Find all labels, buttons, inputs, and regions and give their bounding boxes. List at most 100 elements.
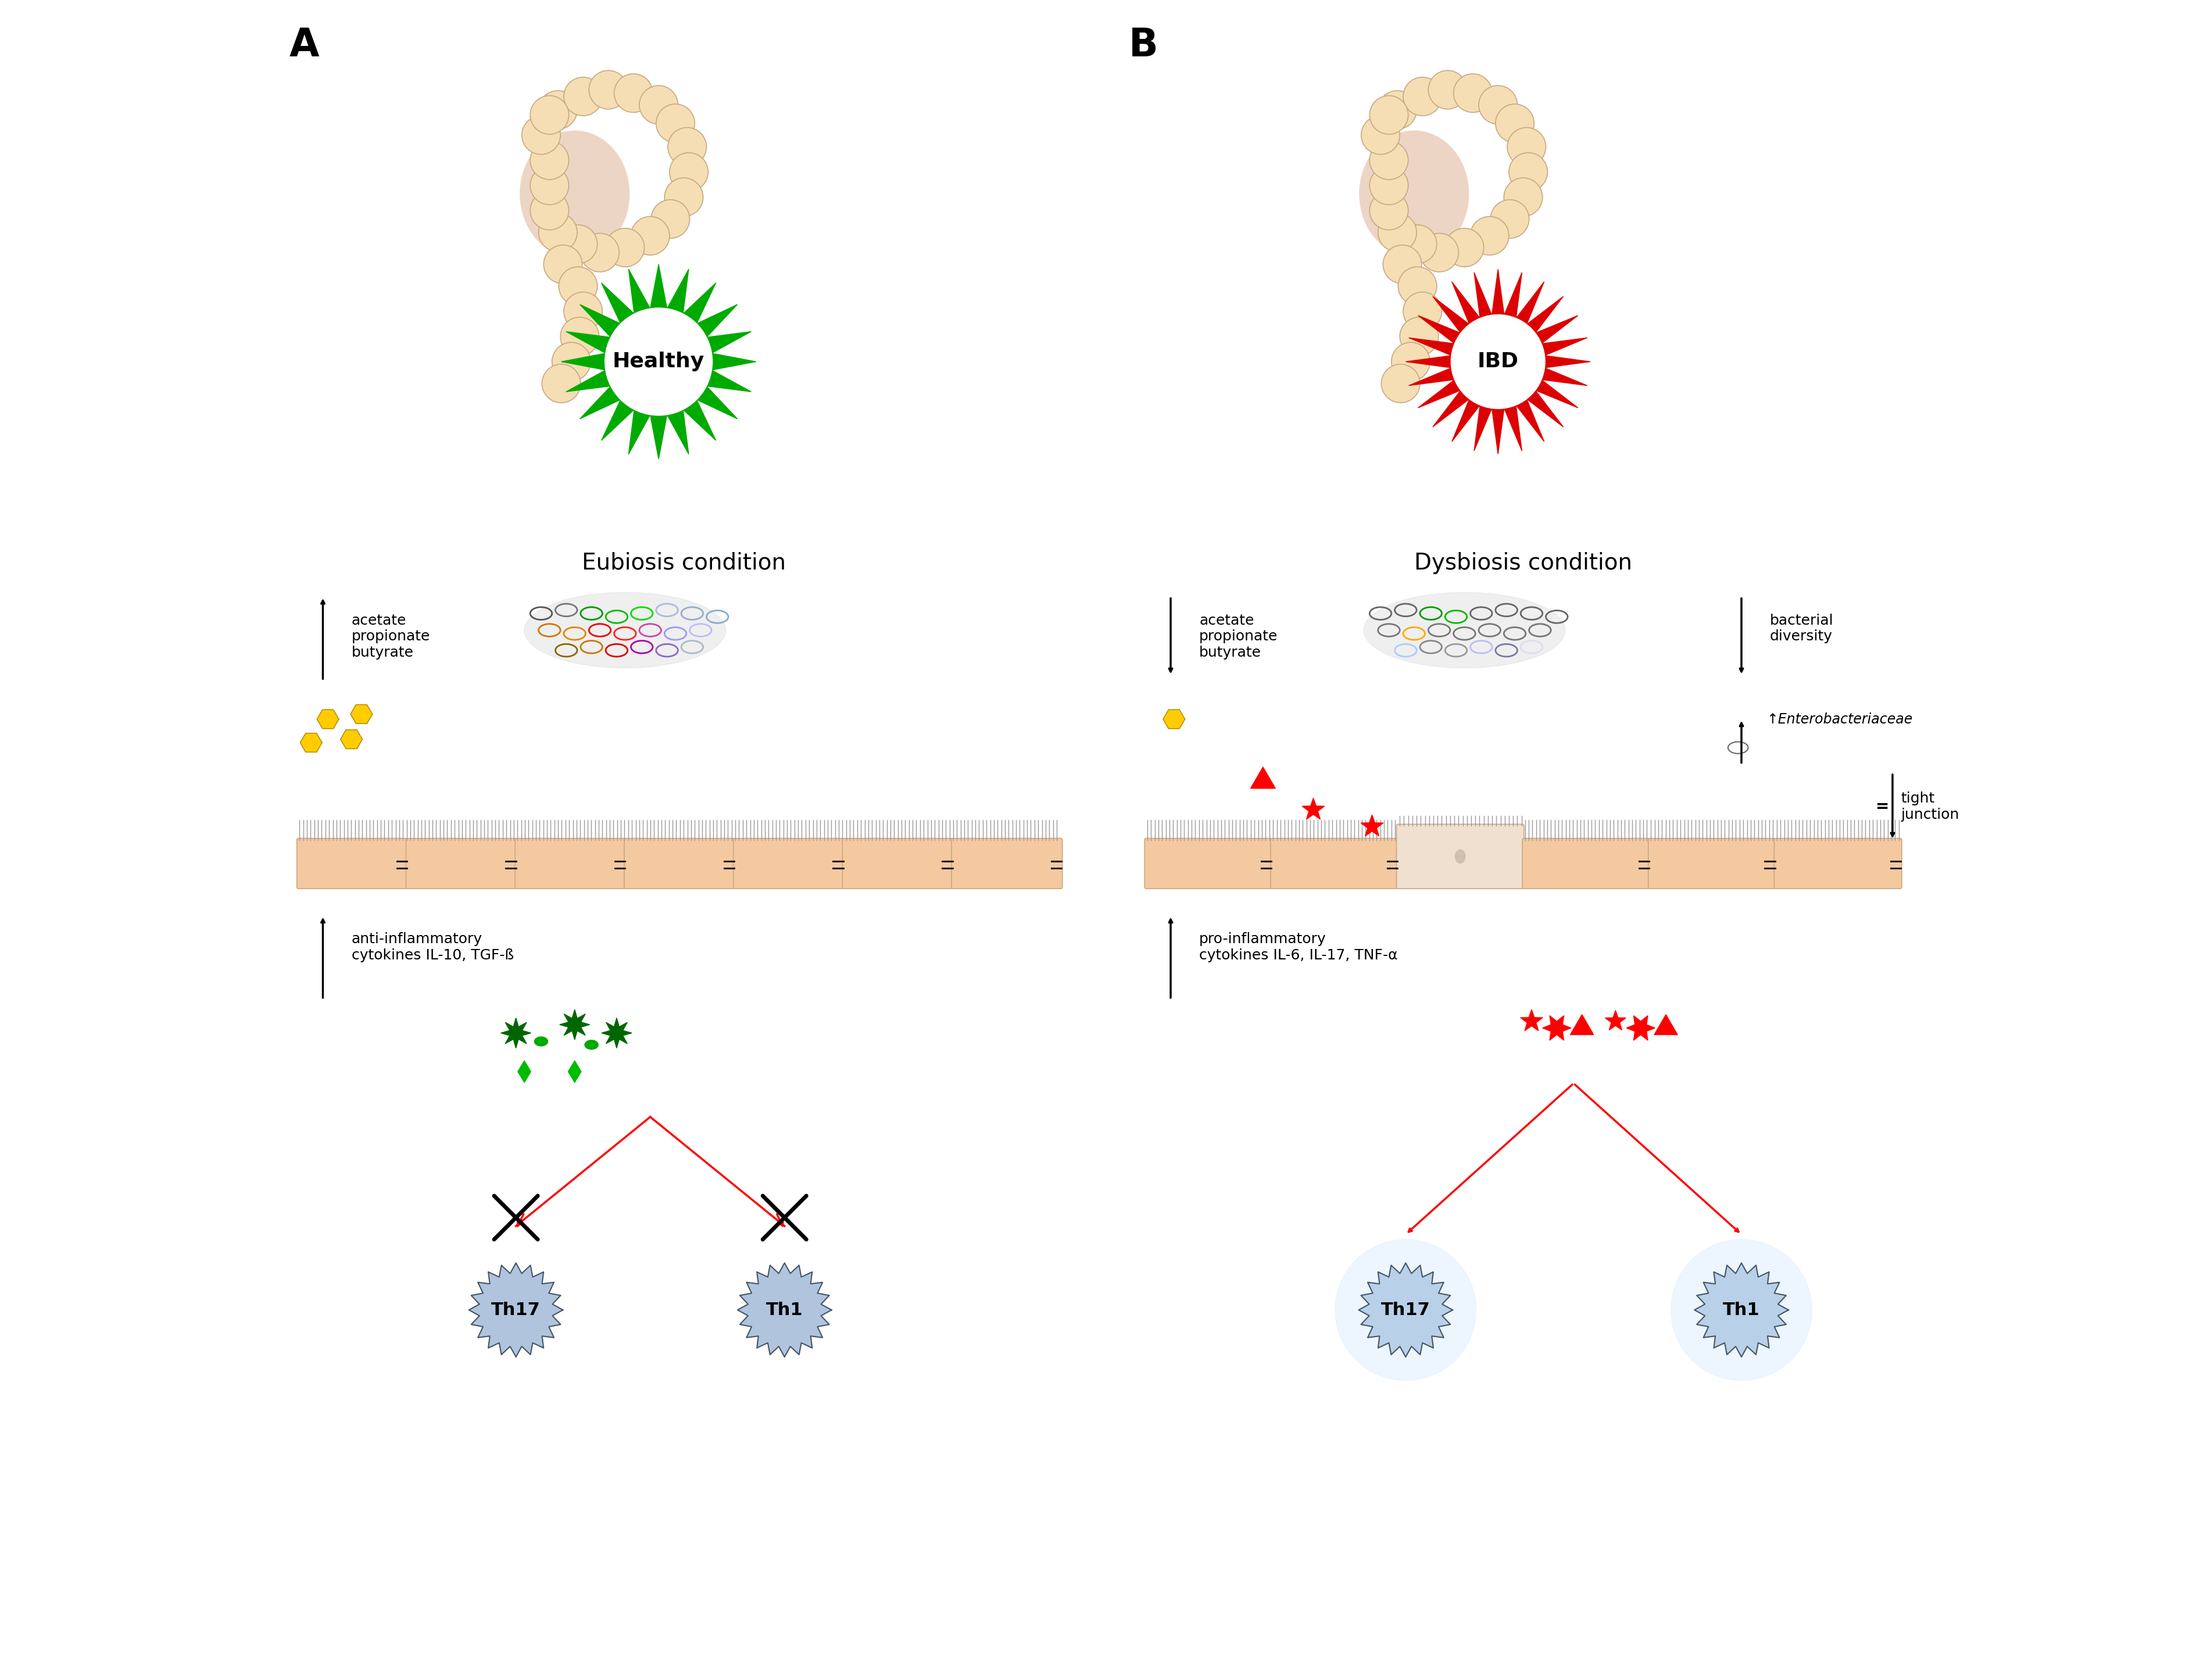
Polygon shape [300,732,322,753]
Circle shape [543,245,583,284]
Polygon shape [561,264,757,459]
Circle shape [1470,217,1510,255]
Text: Th1: Th1 [1724,1302,1759,1319]
Circle shape [580,234,620,272]
FancyBboxPatch shape [843,838,953,889]
Polygon shape [340,729,362,749]
Circle shape [530,192,569,230]
Circle shape [1382,365,1419,403]
Circle shape [1496,104,1534,143]
Circle shape [589,71,627,109]
Circle shape [1446,228,1483,267]
Circle shape [669,153,708,192]
Ellipse shape [585,1040,598,1050]
Polygon shape [1627,1016,1655,1040]
Circle shape [561,318,598,356]
Polygon shape [519,1060,532,1082]
Polygon shape [1569,1015,1593,1035]
Polygon shape [1360,1263,1452,1357]
Text: Healthy: Healthy [614,351,704,371]
Circle shape [614,74,653,113]
Text: A: A [289,25,320,64]
Polygon shape [1406,269,1591,454]
Polygon shape [351,704,373,724]
Circle shape [552,343,591,381]
FancyBboxPatch shape [1397,825,1525,889]
Circle shape [1490,200,1529,239]
Circle shape [655,104,695,143]
Polygon shape [1695,1263,1788,1357]
Ellipse shape [1454,850,1465,864]
Polygon shape [1251,768,1276,788]
Text: Th1: Th1 [766,1302,803,1319]
Polygon shape [603,1018,631,1048]
FancyBboxPatch shape [1145,838,1271,889]
Circle shape [563,77,603,116]
Text: bacterial
diversity: bacterial diversity [1770,613,1834,643]
Circle shape [539,91,578,129]
Polygon shape [1521,1010,1543,1032]
Text: B: B [1128,25,1159,64]
Polygon shape [318,709,340,729]
Circle shape [631,217,669,255]
Circle shape [1419,234,1459,272]
Circle shape [1384,245,1421,284]
Text: pro-inflammatory
cytokines IL-6, IL-17, TNF-α: pro-inflammatory cytokines IL-6, IL-17, … [1198,932,1397,963]
Circle shape [1507,128,1545,166]
Circle shape [1371,166,1408,205]
FancyBboxPatch shape [625,838,735,889]
Ellipse shape [525,593,726,669]
FancyBboxPatch shape [1523,838,1651,889]
Circle shape [669,128,706,166]
Polygon shape [561,1010,589,1040]
Polygon shape [1543,1016,1571,1040]
Ellipse shape [1364,593,1565,669]
Circle shape [605,307,713,415]
Text: Th17: Th17 [1382,1302,1430,1319]
Circle shape [1397,267,1437,306]
Text: IBD: IBD [1476,351,1518,371]
Text: acetate
propionate
butyrate: acetate propionate butyrate [1198,613,1278,660]
Polygon shape [567,1060,580,1082]
Circle shape [1404,292,1441,331]
Text: Dysbiosis condition: Dysbiosis condition [1415,553,1633,575]
Circle shape [1510,153,1547,192]
FancyBboxPatch shape [1774,838,1902,889]
Text: acetate
propionate
butyrate: acetate propionate butyrate [351,613,430,660]
Circle shape [530,166,569,205]
Circle shape [1371,141,1408,180]
Circle shape [1503,178,1543,217]
Circle shape [1377,213,1417,252]
Circle shape [1399,318,1439,356]
FancyBboxPatch shape [951,838,1062,889]
Ellipse shape [534,1037,547,1047]
Circle shape [1335,1240,1476,1381]
Circle shape [1362,116,1399,155]
Circle shape [543,365,580,403]
Circle shape [1450,314,1545,408]
FancyBboxPatch shape [406,838,516,889]
Text: =: = [1876,798,1889,815]
Circle shape [1390,343,1430,381]
Text: tight
junction: tight junction [1900,791,1960,822]
Circle shape [651,200,689,239]
Text: Th17: Th17 [492,1302,541,1319]
Circle shape [521,116,561,155]
Circle shape [1371,96,1408,134]
Circle shape [1479,86,1518,124]
Text: ↑Enterobacteriaceae: ↑Enterobacteriaceae [1766,712,1913,726]
Polygon shape [501,1018,532,1048]
Circle shape [1371,192,1408,230]
Circle shape [640,86,678,124]
Text: anti-inflammatory
cytokines IL-10, TGF-ß: anti-inflammatory cytokines IL-10, TGF-ß [351,932,514,963]
Polygon shape [1362,815,1384,837]
Circle shape [1671,1240,1812,1381]
Circle shape [1428,71,1468,109]
Circle shape [530,141,569,180]
Polygon shape [1302,798,1324,820]
Polygon shape [1163,709,1185,729]
Circle shape [1454,74,1492,113]
FancyBboxPatch shape [514,838,627,889]
Circle shape [539,213,578,252]
Circle shape [563,292,603,331]
